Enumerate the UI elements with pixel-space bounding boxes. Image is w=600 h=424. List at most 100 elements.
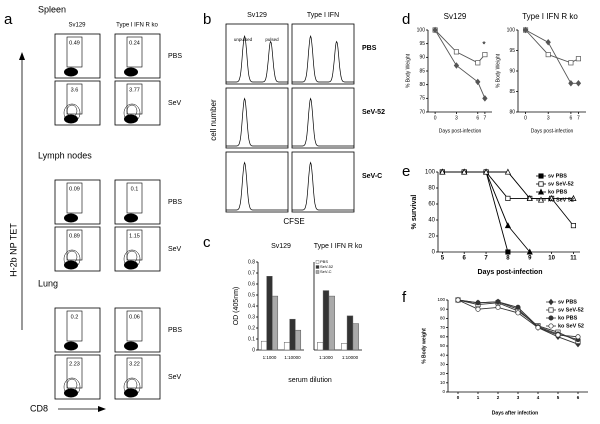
marker xyxy=(575,80,582,87)
legend-label: sv PBS xyxy=(558,299,577,305)
y-tick-label: 0.1 xyxy=(248,336,255,342)
gate-percent: 3.77 xyxy=(129,87,140,93)
y-tick-label: 0.5 xyxy=(248,292,255,298)
y-axis-label: H-2b NP TET xyxy=(8,223,18,277)
x-tick-label: 6 xyxy=(476,115,479,121)
gate xyxy=(66,229,83,261)
marker xyxy=(535,325,541,331)
marker xyxy=(495,299,501,305)
x-tick-label: 7 xyxy=(483,115,486,121)
gate xyxy=(126,357,143,389)
x-axis-label: CFSE xyxy=(283,217,304,226)
x-tick-label: 1:1000 xyxy=(319,355,333,360)
histogram-box xyxy=(291,87,355,149)
y-tick-label: 90 xyxy=(419,55,425,61)
histogram-box xyxy=(225,87,289,149)
gate xyxy=(126,83,143,115)
y-tick-label: 80 xyxy=(419,82,425,88)
y-tick-label: 90 xyxy=(509,68,515,74)
y-tick-label: 30 xyxy=(440,362,446,367)
cell-population xyxy=(64,213,78,223)
gate-percent: 0.06 xyxy=(129,314,140,320)
x-tick-label: 1:1000 xyxy=(263,355,277,360)
cell-population xyxy=(64,341,78,351)
y-axis-label: OD (405nm) xyxy=(233,287,240,326)
cell-population xyxy=(64,260,78,270)
legend-marker xyxy=(548,315,554,321)
gate xyxy=(66,182,83,214)
cell-population xyxy=(124,388,138,398)
gate xyxy=(66,83,83,115)
marker xyxy=(526,248,533,255)
marker xyxy=(505,249,511,255)
legend-marker xyxy=(537,196,545,203)
gate-percent: 0.2 xyxy=(71,314,79,320)
marker xyxy=(461,168,468,175)
legend-label: sv SeV-52 xyxy=(548,181,574,187)
annotation: * xyxy=(482,39,486,49)
y-tick-label: 20 xyxy=(440,371,446,376)
x-tick-label: 6 xyxy=(569,115,572,121)
legend-label: PBS xyxy=(320,259,328,264)
histogram xyxy=(292,97,354,147)
marker xyxy=(475,306,481,312)
y-tick-label: 90 xyxy=(440,306,446,311)
row-label: SeV-52 xyxy=(362,109,385,116)
legend-marker xyxy=(548,307,554,313)
row-label: PBS xyxy=(168,53,182,60)
chart-title: Type I IFN R ko xyxy=(522,12,578,21)
cell-population xyxy=(124,341,138,351)
legend-label: ko SeV 52 xyxy=(548,197,574,203)
marker xyxy=(432,26,438,34)
y-axis-label: cell number xyxy=(209,99,218,141)
y-tick-label: 85 xyxy=(419,68,425,74)
bar xyxy=(328,295,335,351)
bar xyxy=(341,343,348,351)
flow-plot xyxy=(54,307,101,353)
panel-label: e xyxy=(402,163,410,180)
cell-population xyxy=(124,213,138,223)
x-tick-label: 3 xyxy=(547,115,550,121)
series-line xyxy=(434,29,486,64)
x-tick-label: 10 xyxy=(548,256,555,262)
panel-label: c xyxy=(203,234,211,251)
x-tick-label: 1 xyxy=(477,395,480,400)
y-tick-label: 50 xyxy=(440,343,446,348)
gate xyxy=(66,357,83,389)
column-header: Sv129 xyxy=(247,12,267,19)
legend-marker xyxy=(548,298,554,306)
x-tick-label: 8 xyxy=(506,256,510,262)
marker xyxy=(570,194,577,201)
y-axis-label: % Body Weight xyxy=(405,53,411,88)
series-line xyxy=(442,171,531,253)
marker xyxy=(482,168,490,175)
cell-population xyxy=(124,114,138,124)
marker xyxy=(505,195,511,201)
gate-percent: 1.15 xyxy=(129,233,140,239)
group-title: Type I IFN R ko xyxy=(314,243,363,250)
marker xyxy=(522,26,529,34)
marker xyxy=(453,62,460,69)
y-tick-label: 20 xyxy=(428,234,435,240)
gate-percent: 3.6 xyxy=(71,87,79,93)
legend-label: sv PBS xyxy=(548,173,567,179)
x-axis-label: Days post-infection xyxy=(439,128,482,134)
arrow-head xyxy=(98,406,106,412)
marker xyxy=(575,56,581,62)
histogram xyxy=(292,34,354,83)
bar xyxy=(266,276,273,351)
histogram xyxy=(226,34,288,83)
histogram-box xyxy=(225,151,289,213)
y-axis-label: % Body Weight xyxy=(495,53,501,88)
y-tick-label: 75 xyxy=(419,96,425,102)
bar xyxy=(260,340,267,351)
y-tick-label: 70 xyxy=(419,109,425,115)
x-tick-label: 6 xyxy=(463,256,467,262)
row-label: SeV xyxy=(168,100,182,107)
marker xyxy=(548,194,555,201)
gate xyxy=(126,229,143,261)
y-tick-label: 95 xyxy=(509,48,515,54)
marker xyxy=(504,222,511,229)
gate-percent: 0.24 xyxy=(129,40,140,46)
y-tick-label: 0 xyxy=(442,389,445,394)
